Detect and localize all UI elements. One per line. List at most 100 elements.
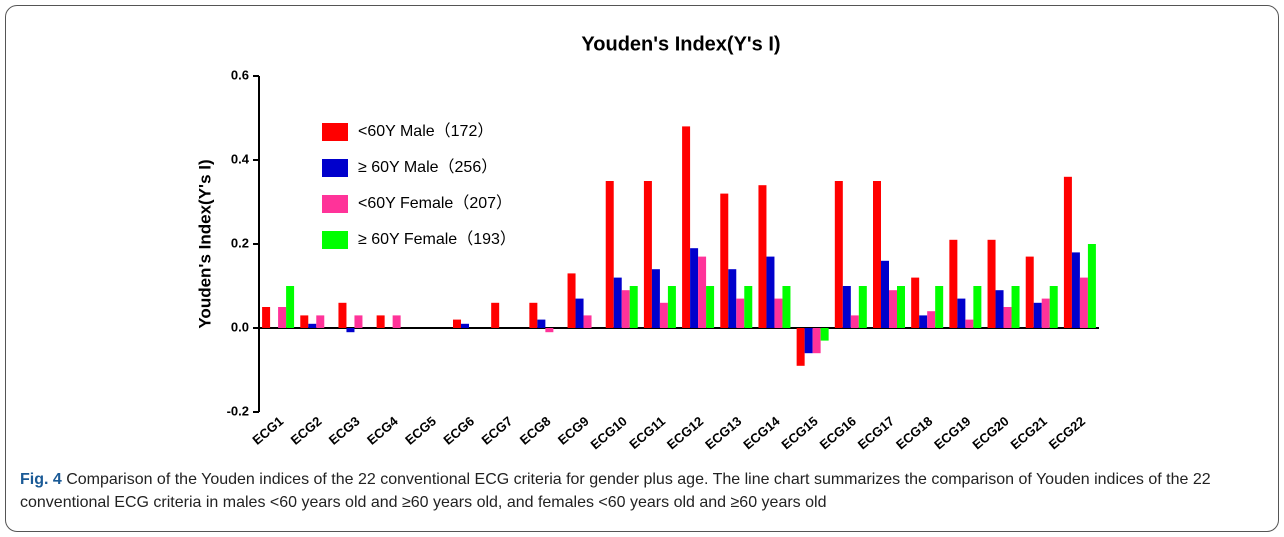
x-tick-label: ECG16 (817, 413, 859, 452)
bar (782, 286, 791, 328)
bar (278, 307, 287, 328)
bar (346, 328, 355, 333)
bar (376, 315, 385, 328)
x-tick-label: ECG15 (778, 413, 820, 452)
bar (720, 193, 729, 328)
bar (659, 302, 668, 328)
bar (842, 286, 851, 328)
bar (1049, 286, 1058, 328)
bar (392, 315, 401, 328)
bar (1079, 277, 1088, 328)
bar (706, 286, 715, 328)
bar (911, 277, 920, 328)
x-tick-label: ECG13 (702, 413, 744, 452)
x-tick-label: ECG5 (402, 413, 439, 447)
bar (812, 328, 821, 354)
bar (491, 302, 500, 328)
bar (583, 315, 592, 328)
bar (774, 298, 783, 328)
legend-label: <60Y Female（207） (358, 194, 512, 212)
bar (850, 315, 859, 328)
chart: Youden's Index(Y's I) Youden's Index(Y's… (195, 33, 1099, 452)
bar (698, 256, 707, 328)
bar (987, 239, 996, 328)
bar (949, 239, 958, 328)
x-tick-label: ECG8 (517, 413, 554, 447)
bar (919, 315, 928, 328)
y-tick-label: -0.2 (227, 403, 249, 418)
x-tick-label: ECG3 (326, 413, 363, 447)
bar (575, 298, 584, 328)
bar (461, 323, 469, 328)
bar (567, 273, 576, 328)
x-tick-label: ECG17 (855, 413, 897, 452)
caption-label: Fig. 4 (20, 471, 62, 488)
figure: Youden's Index(Y's I) Youden's Index(Y's… (5, 5, 1279, 532)
x-tick-label: ECG1 (249, 413, 286, 447)
bar (643, 181, 652, 328)
bar (935, 286, 944, 328)
bar (820, 328, 829, 341)
bar (804, 328, 813, 354)
legend-label: ≥ 60Y Female（193） (358, 230, 516, 248)
bar (796, 328, 805, 366)
x-tick-label: ECG4 (364, 413, 401, 448)
legend-label: <60Y Male（172） (358, 122, 493, 140)
bar (537, 319, 546, 328)
y-tick-label: 0.2 (231, 235, 249, 250)
x-tick-label: ECG14 (740, 413, 783, 452)
bar (1041, 298, 1050, 328)
bar (1003, 307, 1012, 328)
bar (354, 315, 363, 328)
bar (1063, 176, 1072, 328)
bar (308, 323, 317, 328)
bar (338, 302, 347, 328)
bar (927, 311, 936, 328)
bar (873, 181, 881, 328)
legend-swatch (322, 159, 348, 177)
x-tick-label: ECG6 (440, 413, 477, 447)
bar (453, 319, 461, 328)
bar (316, 315, 325, 328)
legend-swatch (322, 231, 348, 249)
bar (736, 298, 745, 328)
legend-swatch (322, 195, 348, 213)
bar (621, 290, 630, 328)
bar (744, 286, 753, 328)
caption-text: Comparison of the Youden indices of the … (20, 471, 1211, 511)
bar (300, 315, 309, 328)
x-tick-label: ECG22 (1046, 413, 1088, 452)
legend-label: ≥ 60Y Male（256） (358, 158, 497, 176)
y-axis-label: Youden's Index(Y's I) (195, 159, 214, 328)
bar (682, 126, 691, 329)
y-tick-label: 0.6 (231, 67, 249, 82)
caption: Fig. 4 Comparison of the Youden indices … (20, 468, 1270, 514)
bar (995, 290, 1004, 328)
legend-swatch (322, 123, 348, 141)
bar (286, 286, 295, 328)
bar (766, 256, 775, 328)
bar (262, 307, 271, 328)
x-tick-label: ECG19 (931, 413, 973, 452)
bar (1025, 256, 1034, 328)
y-tick-label: 0.0 (231, 319, 249, 334)
bar (889, 290, 897, 328)
x-tick-label: ECG7 (479, 413, 516, 447)
x-tick-label: ECG10 (588, 413, 630, 452)
bar (605, 181, 614, 328)
bar (858, 286, 867, 328)
bar (881, 260, 889, 328)
bar (651, 269, 660, 328)
x-tick-label: ECG2 (288, 413, 325, 447)
bar (1011, 286, 1020, 328)
bar (1071, 252, 1080, 328)
bar (667, 286, 676, 328)
x-tick-label: ECG18 (893, 413, 935, 452)
bar (1033, 302, 1042, 328)
bar (629, 286, 638, 328)
bar (973, 286, 982, 328)
x-tick-label: ECG20 (969, 413, 1011, 452)
bar (1087, 244, 1096, 328)
x-tick-label: ECG12 (664, 413, 706, 452)
bar (690, 248, 699, 328)
